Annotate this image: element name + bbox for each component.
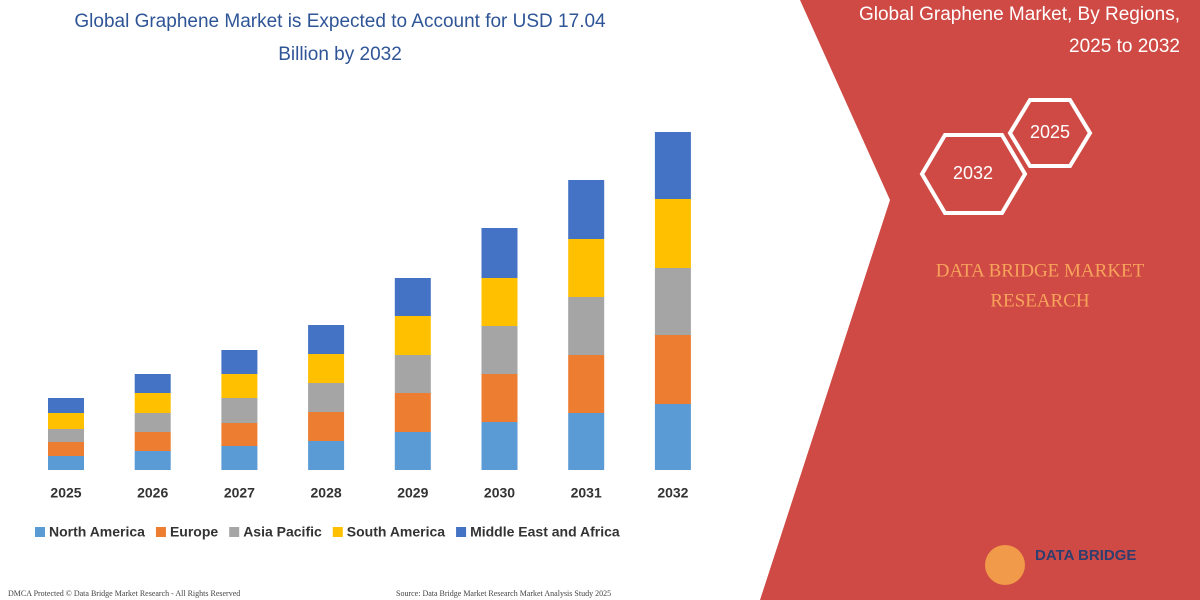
panel-title: Global Graphene Market, By Regions,	[859, 4, 1180, 25]
legend-label: Asia Pacific	[243, 524, 322, 540]
x-tick-label: 2026	[137, 485, 168, 501]
x-tick-label: 2031	[571, 485, 602, 501]
bar-segment	[48, 413, 84, 429]
bar-segment	[394, 316, 431, 355]
legend-label: Middle East and Africa	[470, 524, 620, 540]
legend-swatch	[229, 527, 240, 537]
bar-segment	[221, 423, 258, 446]
bar-segment	[134, 413, 171, 432]
x-tick-label: 2027	[224, 485, 255, 501]
bar-segment	[134, 393, 171, 413]
logo-icon	[985, 545, 1025, 585]
footer-text: Source: Data Bridge Market Research Mark…	[396, 589, 611, 598]
legend-swatch	[35, 527, 45, 537]
legend-swatch	[332, 527, 343, 537]
bar-segment	[48, 456, 84, 470]
bar-segment	[654, 268, 691, 335]
brand-text: RESEARCH	[990, 290, 1090, 311]
hexagon	[919, 133, 1028, 215]
bar-segment	[308, 383, 345, 412]
bar-segment	[308, 412, 345, 441]
legend-swatch	[155, 527, 166, 537]
bar-segment	[654, 335, 691, 404]
bar-segment	[481, 228, 518, 278]
hexagon-label: 2025	[1030, 122, 1070, 142]
bar-segment	[134, 432, 171, 451]
bar-segment	[48, 442, 84, 456]
bar-segment	[654, 132, 691, 199]
bar-segment	[221, 446, 258, 470]
bar-segment	[481, 374, 518, 422]
bar-segment	[568, 413, 605, 470]
bar-segment	[394, 278, 431, 316]
bar-segment	[394, 355, 431, 393]
bar-segment	[308, 354, 345, 383]
bar-segment	[394, 432, 431, 470]
legend-label: South America	[347, 524, 445, 540]
bar-segment	[654, 199, 691, 268]
bar-segment	[654, 404, 691, 470]
bar-segment	[221, 374, 258, 398]
bar-segment	[568, 239, 605, 297]
x-tick-label: 2032	[657, 485, 688, 501]
bar-segment	[481, 278, 518, 326]
bar-segment	[308, 441, 345, 470]
footer-text: DMCA Protected © Data Bridge Market Rese…	[8, 589, 240, 598]
bar-segment	[568, 355, 605, 413]
bar-segment	[568, 180, 605, 239]
x-tick-label: 2029	[397, 485, 428, 501]
brand-text: DATA BRIDGE MARKET	[936, 260, 1145, 281]
bar-segment	[568, 297, 605, 355]
plot: 2025 2026 2027 2028 2029 2030 2031 2032 North Am…	[35, 132, 691, 540]
bar-segment	[481, 326, 518, 374]
legend-label: Europe	[170, 524, 218, 540]
bar-segment	[308, 325, 345, 354]
bar-segment	[48, 429, 84, 442]
bar-segment	[134, 374, 171, 393]
x-tick-label: 2030	[484, 485, 515, 501]
panel-title: 2025 to 2032	[1069, 36, 1180, 57]
bar-segment	[134, 451, 171, 470]
side-panel	[760, 0, 1200, 600]
bar-segment	[394, 393, 431, 432]
bar-segment	[481, 422, 518, 470]
chart-title: Billion by 2032	[278, 44, 402, 65]
bar-segment	[221, 350, 258, 374]
legend-label: North America	[49, 524, 145, 540]
x-tick-label: 2028	[311, 485, 342, 501]
bar-segment	[48, 398, 84, 413]
x-tick-label: 2025	[50, 485, 81, 501]
hexagon-label: 2032	[953, 163, 993, 183]
chart-title: Global Graphene Market is Expected to Ac…	[74, 11, 606, 32]
logo-text: DATA BRIDGE	[1035, 547, 1136, 564]
hexagon	[1007, 98, 1093, 168]
legend-swatch	[456, 527, 467, 537]
bar-segment	[221, 398, 258, 423]
